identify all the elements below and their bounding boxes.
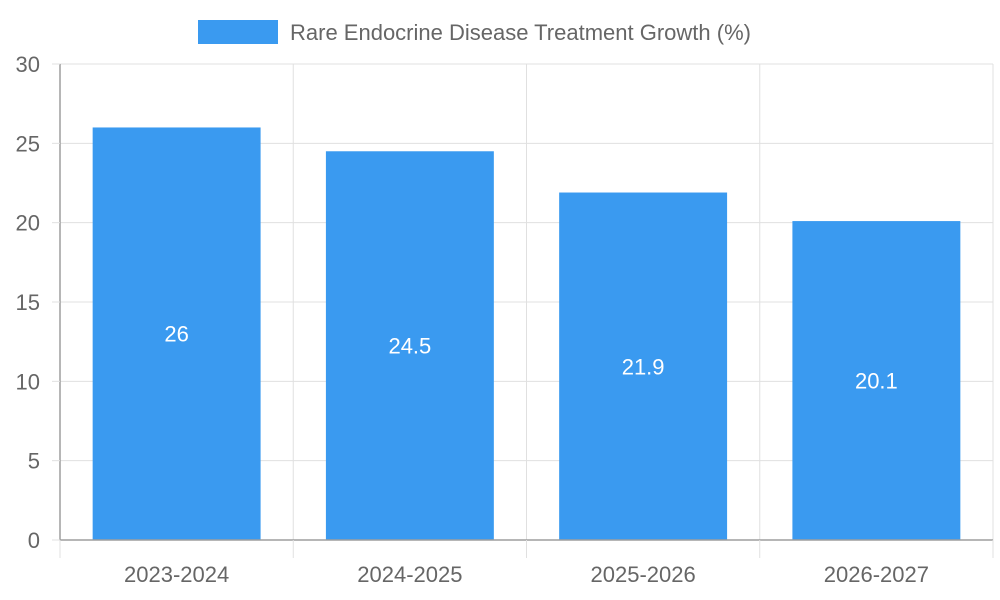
bar-2026-2027[interactable]	[792, 221, 961, 540]
y-tick-label: 5	[28, 449, 40, 474]
bar-2023-2024[interactable]	[92, 127, 261, 540]
x-tick-label: 2025-2026	[591, 562, 696, 587]
data-label: 26	[164, 322, 188, 347]
bar-2025-2026[interactable]	[559, 192, 728, 540]
y-tick-label: 10	[16, 369, 40, 394]
data-label: 20.1	[855, 369, 898, 394]
data-label: 21.9	[622, 354, 665, 379]
data-labels: 26 24.5 21.9 20.1	[164, 322, 897, 394]
data-label: 24.5	[388, 334, 431, 359]
legend-swatch	[198, 20, 278, 44]
chart-bars	[92, 127, 961, 540]
y-tick-label: 0	[28, 528, 40, 553]
y-tick-label: 15	[16, 290, 40, 315]
x-axis-ticks: 2023-2024 2024-2025 2025-2026 2026-2027	[59, 540, 994, 587]
bar-2024-2025[interactable]	[325, 151, 494, 540]
legend[interactable]: Rare Endocrine Disease Treatment Growth …	[198, 20, 751, 45]
legend-label: Rare Endocrine Disease Treatment Growth …	[290, 20, 751, 45]
y-tick-label: 20	[16, 211, 40, 236]
y-axis-ticks: 0 5 10 15 20 25 30	[16, 52, 60, 553]
y-tick-label: 25	[16, 131, 40, 156]
x-tick-label: 2023-2024	[124, 562, 229, 587]
x-tick-label: 2024-2025	[357, 562, 462, 587]
y-tick-label: 30	[16, 52, 40, 77]
x-tick-label: 2026-2027	[824, 562, 929, 587]
